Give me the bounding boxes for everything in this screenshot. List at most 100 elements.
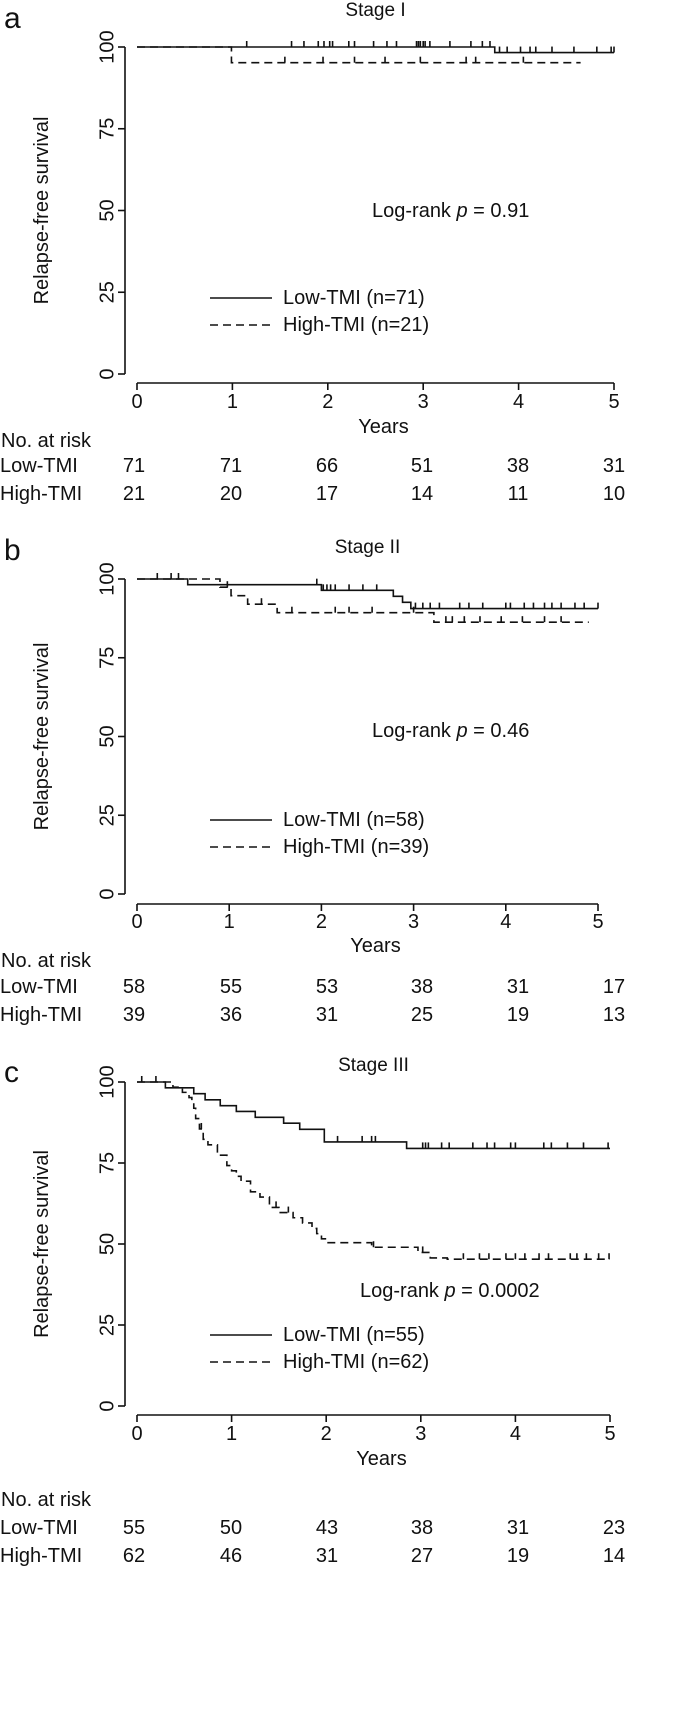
risk-count: 23 xyxy=(603,1517,625,1539)
risk-count: 50 xyxy=(220,1517,242,1539)
legend-label: Low-TMI (n=58) xyxy=(283,809,425,831)
risk-count: 31 xyxy=(507,976,529,998)
risk-count: 71 xyxy=(220,455,242,477)
low-tmi-curve xyxy=(137,46,614,54)
x-tick-label: 4 xyxy=(510,1423,521,1445)
y-tick-label: 100 xyxy=(96,1065,118,1098)
chart-title: Stage I xyxy=(345,0,405,21)
x-tick-label: 5 xyxy=(608,391,619,413)
legend-label: High-TMI (n=39) xyxy=(283,836,429,858)
x-tick-label: 1 xyxy=(227,391,238,413)
risk-count: 17 xyxy=(603,976,625,998)
risk-count: 13 xyxy=(603,1004,625,1026)
risk-count: 14 xyxy=(411,483,433,505)
risk-count: 66 xyxy=(316,455,338,477)
high-tmi-curve xyxy=(137,46,581,64)
x-tick-label: 3 xyxy=(408,911,419,933)
risk-count: 55 xyxy=(220,976,242,998)
risk-row-label: Low-TMI xyxy=(0,1517,78,1539)
y-tick-label: 75 xyxy=(96,118,118,140)
risk-count: 38 xyxy=(507,455,529,477)
x-tick-label: 2 xyxy=(316,911,327,933)
risk-count: 19 xyxy=(507,1004,529,1026)
risk-count: 31 xyxy=(316,1545,338,1567)
y-axis-label: Relapse-free survival xyxy=(31,1150,53,1338)
y-tick-label: 75 xyxy=(96,647,118,669)
legend-label: High-TMI (n=62) xyxy=(283,1351,429,1373)
x-tick-label: 3 xyxy=(418,391,429,413)
y-tick-label: 75 xyxy=(96,1152,118,1174)
risk-table-header: No. at risk xyxy=(1,1489,92,1511)
risk-row-label: Low-TMI xyxy=(0,455,78,477)
risk-count: 39 xyxy=(123,1004,145,1026)
risk-count: 10 xyxy=(603,483,625,505)
x-axis-label: Years xyxy=(356,1448,406,1470)
risk-count: 14 xyxy=(603,1545,625,1567)
x-tick-label: 5 xyxy=(592,911,603,933)
x-tick-label: 5 xyxy=(604,1423,615,1445)
risk-row-label: Low-TMI xyxy=(0,976,78,998)
risk-table-header: No. at risk xyxy=(1,950,92,972)
low-tmi-curve xyxy=(137,1081,610,1150)
risk-count: 71 xyxy=(123,455,145,477)
y-tick-label: 50 xyxy=(96,199,118,221)
legend-label: Low-TMI (n=55) xyxy=(283,1324,425,1346)
risk-count: 11 xyxy=(508,483,529,505)
panel-letter: c xyxy=(4,1056,19,1089)
risk-count: 38 xyxy=(411,1517,433,1539)
y-tick-label: 50 xyxy=(96,1233,118,1255)
chart-title: Stage II xyxy=(335,537,401,558)
x-axis-label: Years xyxy=(350,935,400,957)
x-tick-label: 1 xyxy=(226,1423,237,1445)
risk-count: 55 xyxy=(123,1517,145,1539)
log-rank-annotation: Log-rank p = 0.46 xyxy=(372,720,529,742)
y-tick-label: 100 xyxy=(96,30,118,63)
y-tick-label: 25 xyxy=(96,281,118,303)
risk-count: 20 xyxy=(220,483,242,505)
x-tick-label: 0 xyxy=(131,911,142,933)
risk-count: 31 xyxy=(507,1517,529,1539)
x-tick-label: 2 xyxy=(322,391,333,413)
log-rank-annotation: Log-rank p = 0.0002 xyxy=(360,1280,540,1302)
y-axis-label: Relapse-free survival xyxy=(31,117,53,305)
risk-count: 17 xyxy=(316,483,338,505)
y-tick-label: 0 xyxy=(96,368,118,379)
y-tick-label: 100 xyxy=(96,562,118,595)
y-axis-label: Relapse-free survival xyxy=(31,643,53,831)
x-tick-label: 2 xyxy=(321,1423,332,1445)
x-axis-label: Years xyxy=(358,416,408,438)
risk-row-label: High-TMI xyxy=(0,1004,82,1026)
risk-count: 38 xyxy=(411,976,433,998)
x-tick-label: 3 xyxy=(415,1423,426,1445)
risk-count: 36 xyxy=(220,1004,242,1026)
risk-count: 58 xyxy=(123,976,145,998)
risk-count: 21 xyxy=(123,483,145,505)
risk-table-header: No. at risk xyxy=(1,430,92,452)
chart-title: Stage III xyxy=(338,1055,409,1076)
y-tick-label: 50 xyxy=(96,725,118,747)
risk-count: 31 xyxy=(316,1004,338,1026)
legend-label: High-TMI (n=21) xyxy=(283,314,429,336)
risk-count: 62 xyxy=(123,1545,145,1567)
risk-count: 19 xyxy=(507,1545,529,1567)
risk-row-label: High-TMI xyxy=(0,483,82,505)
low-tmi-curve xyxy=(137,578,598,610)
x-tick-label: 1 xyxy=(224,911,235,933)
risk-count: 43 xyxy=(316,1517,338,1539)
high-tmi-curve xyxy=(137,578,589,623)
legend-label: Low-TMI (n=71) xyxy=(283,287,425,309)
x-tick-label: 0 xyxy=(131,1423,142,1445)
risk-count: 51 xyxy=(411,455,433,477)
high-tmi-curve xyxy=(137,1081,610,1261)
log-rank-annotation: Log-rank p = 0.91 xyxy=(372,200,529,222)
risk-count: 25 xyxy=(411,1004,433,1026)
risk-count: 53 xyxy=(316,976,338,998)
y-tick-label: 25 xyxy=(96,804,118,826)
risk-row-label: High-TMI xyxy=(0,1545,82,1567)
panel-letter: a xyxy=(4,2,21,35)
x-tick-label: 0 xyxy=(131,391,142,413)
